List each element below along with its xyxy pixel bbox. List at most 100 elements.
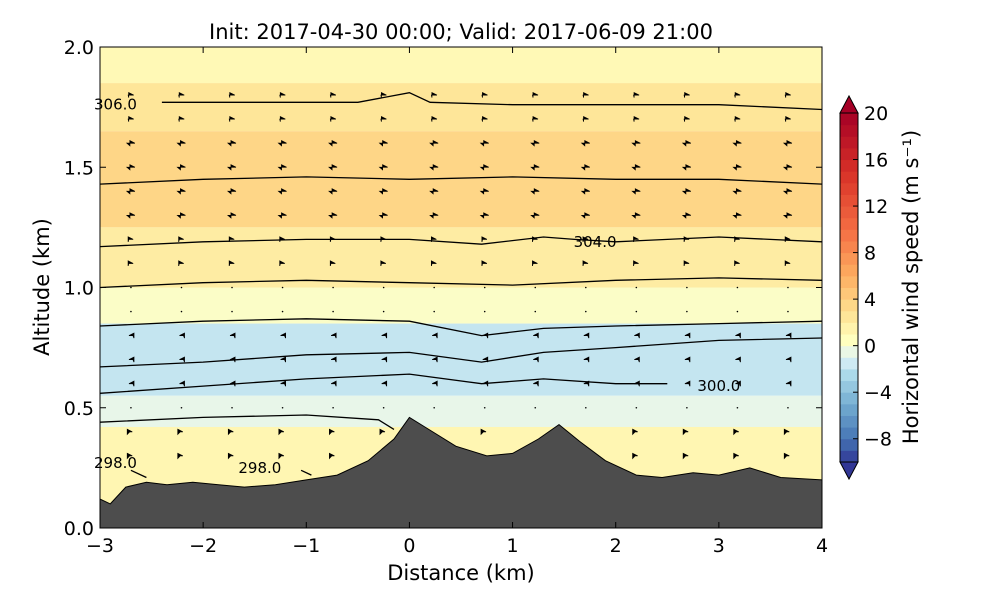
wind-vector [433, 286, 435, 289]
wind-vector [277, 140, 287, 147]
colorbar-swatch [840, 264, 858, 277]
colorbar-swatch [840, 194, 858, 207]
wind-vector [180, 406, 183, 409]
wind-vector [481, 116, 488, 122]
wind-vector [734, 91, 741, 98]
x-tick-label: 4 [816, 535, 828, 557]
wind-vector [177, 428, 183, 436]
colorbar-swatch [840, 240, 858, 254]
wind-vector [735, 380, 741, 387]
wind-vector [533, 380, 539, 387]
wind-vector [483, 286, 486, 289]
wind-vector [631, 188, 641, 195]
isentrope-labels: 306.0 304.0 300.0 298.0 298.0 [94, 96, 740, 477]
colorbar-swatch [840, 206, 858, 219]
wind-vector [329, 428, 335, 436]
wind-vector [178, 260, 184, 267]
wind-vector [585, 406, 587, 409]
wind-vector [433, 406, 435, 409]
isentrope-label: 304.0 [574, 233, 617, 251]
wind-vector [482, 356, 489, 363]
y-tick-label: 0.5 [64, 398, 94, 420]
wind-vector [229, 356, 236, 363]
y-tick-label: 1.5 [64, 157, 94, 179]
wind-vector [430, 91, 438, 98]
wind-vector [782, 140, 793, 147]
wind-vector [229, 380, 236, 387]
wind-vector [380, 91, 387, 98]
wind-vector [732, 164, 742, 171]
wind-vector [378, 212, 388, 219]
y-axis-label: Altitude (km) [30, 218, 54, 356]
wind-vector [583, 332, 590, 339]
wind-vector [433, 310, 435, 313]
wind-vector [634, 332, 640, 339]
colorbar-swatch [840, 113, 858, 126]
wind-vector [733, 452, 739, 460]
wind-vector [633, 91, 640, 98]
wind-vector [329, 236, 336, 242]
wind-vector [681, 164, 692, 171]
wind-vector [735, 332, 741, 339]
x-tick-label: −2 [189, 535, 217, 557]
x-tick-label: 1 [507, 535, 519, 557]
wind-vector [127, 236, 134, 242]
wind-vector [279, 260, 285, 267]
x-tick-label: 3 [713, 535, 725, 557]
wind-vector [279, 116, 286, 122]
wind-vector [280, 380, 286, 387]
wind-vector [686, 286, 688, 289]
wind-vector [429, 212, 439, 219]
wind-vector [330, 380, 337, 387]
wind-vector [277, 212, 287, 219]
wind-vector [635, 406, 638, 409]
isentrope-line-7 [100, 414, 395, 430]
wind-vector [277, 188, 287, 195]
wind-vector [686, 310, 688, 313]
wind-vector [530, 140, 540, 147]
wind-vector [632, 428, 638, 436]
wind-vector [530, 212, 540, 219]
wind-vector [430, 236, 437, 242]
wind-vector [635, 310, 638, 313]
wind-vector [785, 332, 792, 339]
wind-vector [432, 380, 438, 387]
wind-vector [381, 332, 388, 339]
wind-vector [380, 116, 387, 122]
wind-vector [432, 356, 438, 363]
wind-vector [632, 452, 638, 460]
wind-vector [582, 91, 589, 98]
colorbar-swatch [840, 438, 858, 451]
wind-vector [483, 310, 486, 313]
colorbar-frame [839, 112, 859, 463]
wind-vector [277, 164, 287, 171]
wind-vector [787, 310, 789, 313]
colorbar-tick-label: 12 [864, 196, 888, 218]
wind-vector [479, 212, 489, 219]
wind-vector [481, 260, 488, 267]
wind-vector [179, 380, 185, 387]
wind-vector [481, 91, 488, 98]
wind-vector [734, 236, 740, 242]
wind-vector [580, 140, 590, 147]
wind-vector [631, 212, 641, 219]
wind-vectors [125, 91, 793, 460]
x-tick-label: −3 [86, 535, 114, 557]
colorbar-swatch [840, 182, 858, 195]
wind-vector [176, 140, 186, 147]
wind-vector [229, 332, 236, 339]
colorbar-swatch [840, 217, 858, 230]
wind-band-0 [100, 47, 822, 84]
wind-vector [226, 164, 237, 171]
wind-vector [228, 260, 235, 267]
wind-vector [178, 91, 185, 98]
wind-vector [378, 188, 388, 195]
wind-vector [231, 310, 233, 313]
colorbar-swatch [840, 147, 858, 161]
wind-vector [482, 380, 489, 387]
wind-vector [532, 260, 538, 267]
wind-vector [126, 428, 133, 436]
wind-vector [130, 286, 132, 289]
wind-vector [783, 428, 790, 436]
